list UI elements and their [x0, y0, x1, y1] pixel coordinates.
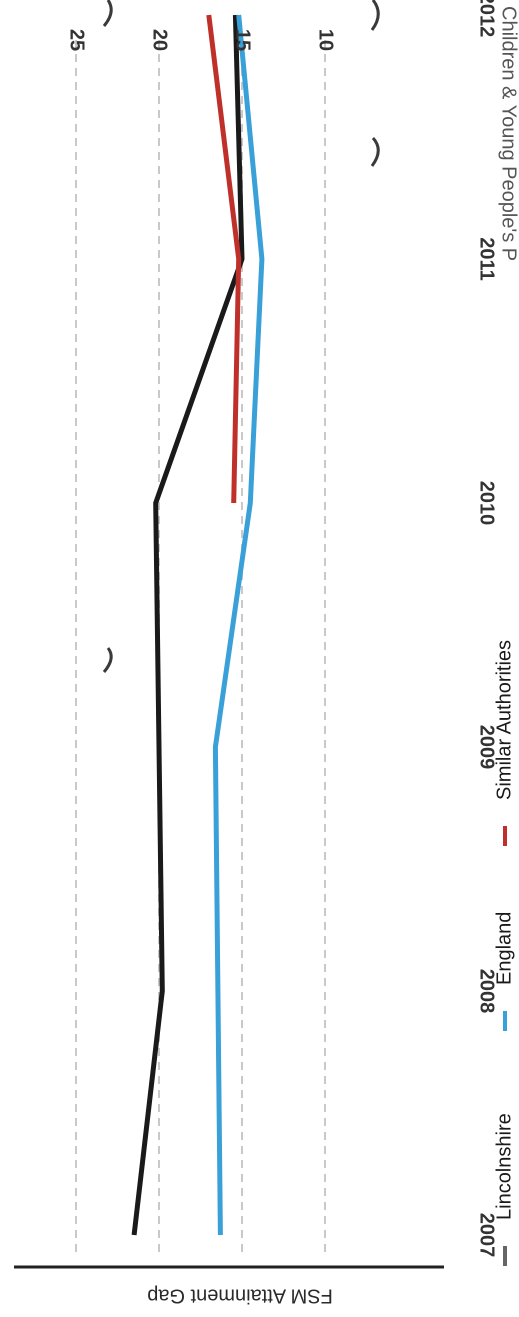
series-line-similar-authorities	[206, 14, 242, 504]
gridlines	[75, 40, 326, 1255]
series-line-lincolnshire	[131, 14, 245, 1236]
data-lines	[131, 14, 265, 1236]
value-tick-10: 10	[315, 29, 337, 51]
decorative-arc	[102, 0, 113, 27]
decorative-arc	[370, 136, 380, 167]
decorative-arc	[102, 647, 113, 673]
decorative-arc	[370, 0, 380, 31]
category-tick-2009: 2009	[476, 725, 498, 770]
legend-label: Similar Authorities	[493, 640, 515, 800]
value-tick-20: 20	[149, 29, 171, 51]
category-tick-2011: 2011	[476, 237, 498, 280]
category-tick-2012: 2012	[476, 0, 498, 37]
value-tick-15: 15	[232, 29, 254, 51]
footer: Children & Young People's P	[102, 0, 519, 673]
value-tick-25: 25	[66, 29, 88, 51]
axis-text: 25 20 15 10 2007 2008 2009 2010 2011 2012 FSM Atta…	[66, 0, 498, 1307]
category-tick-2007: 2007	[476, 1213, 498, 1258]
footer-text: Children & Young People's P	[498, 6, 519, 261]
y-axis-label: FSM Attainment Gap	[147, 1285, 333, 1307]
category-tick-2008: 2008	[476, 969, 498, 1014]
legend-label: England	[493, 912, 515, 985]
legend-label: Lincolnshire	[493, 1113, 515, 1220]
legend: Lincolnshire England Similar Authorities	[493, 640, 515, 1266]
category-tick-2010: 2010	[476, 481, 498, 526]
